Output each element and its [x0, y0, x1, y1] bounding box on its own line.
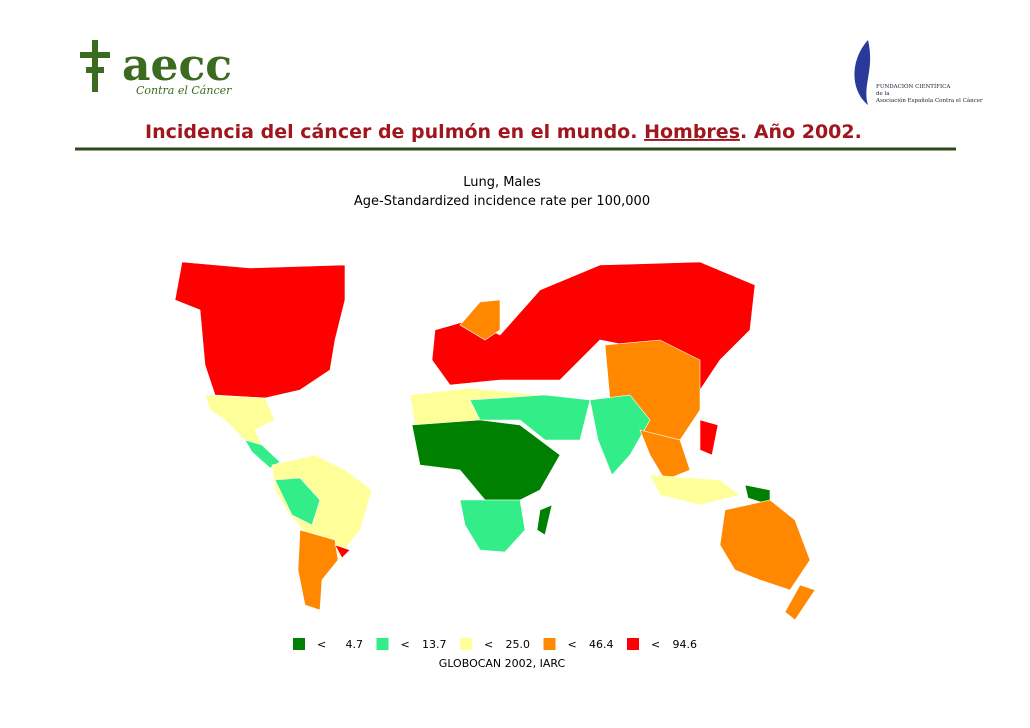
legend-swatch — [543, 638, 556, 650]
title-text: . Año 2002. — [740, 121, 862, 143]
central-africa — [411, 419, 561, 501]
foundation-logo: FUNDACIÓN CIENTÍFICA de la Asociación Es… — [854, 40, 983, 105]
legend-swatch — [460, 638, 472, 650]
aecc-logo: aecc Contra el Cáncer — [80, 40, 232, 97]
legend-value: 46.4 — [589, 638, 614, 651]
middle-east — [469, 394, 591, 441]
argentina — [297, 529, 339, 611]
foundation-line: de la — [876, 91, 890, 97]
legend-swatch — [376, 638, 389, 650]
title-text: Incidencia del cáncer de pulmón en el mu… — [145, 121, 644, 143]
madagascar — [536, 504, 553, 536]
slide-title: Incidencia del cáncer de pulmón en el mu… — [145, 121, 862, 143]
indonesia — [649, 474, 741, 506]
legend-symbol: < — [651, 638, 660, 651]
legend-value: 4.7 — [346, 638, 364, 651]
foundation-line: Asociación Española Contra el Cáncer — [875, 97, 983, 104]
legend-symbol: < — [568, 638, 577, 651]
legend-swatch — [627, 638, 639, 650]
title-emphasis: Hombres — [644, 121, 740, 143]
southeast-asia — [639, 429, 691, 481]
uruguay — [334, 544, 351, 559]
map-subtitle: Age-Standardized incidence rate per 100,… — [354, 194, 650, 209]
foundation-line: FUNDACIÓN CIENTÍFICA — [876, 82, 951, 90]
mexico — [204, 394, 276, 446]
southern-africa — [459, 499, 526, 553]
world-map — [174, 261, 816, 621]
legend-value: 13.7 — [422, 638, 447, 651]
andes — [274, 477, 321, 526]
map-source: GLOBOCAN 2002, IARC — [439, 657, 566, 670]
logo-tagline: Contra el Cáncer — [136, 84, 232, 97]
scandinavia — [459, 299, 501, 341]
map-title: Lung, Males — [463, 175, 541, 190]
philippines-japan — [699, 419, 719, 456]
legend-symbol: < — [484, 638, 493, 651]
central-america — [244, 439, 281, 469]
legend-value: 25.0 — [506, 638, 531, 651]
logo-cross — [80, 40, 110, 92]
logo-name: aecc — [122, 40, 232, 91]
new-zealand — [784, 584, 816, 621]
legend-symbol: < — [317, 638, 326, 651]
legend: <4.7 <13.7 <25.0 <46.4 <94.6 — [293, 638, 697, 651]
australia — [719, 499, 811, 591]
north-america — [174, 261, 346, 399]
india — [589, 394, 651, 476]
legend-symbol: < — [401, 638, 410, 651]
legend-swatch — [293, 638, 305, 650]
legend-value: 94.6 — [673, 638, 698, 651]
foundation-flame — [854, 40, 871, 105]
